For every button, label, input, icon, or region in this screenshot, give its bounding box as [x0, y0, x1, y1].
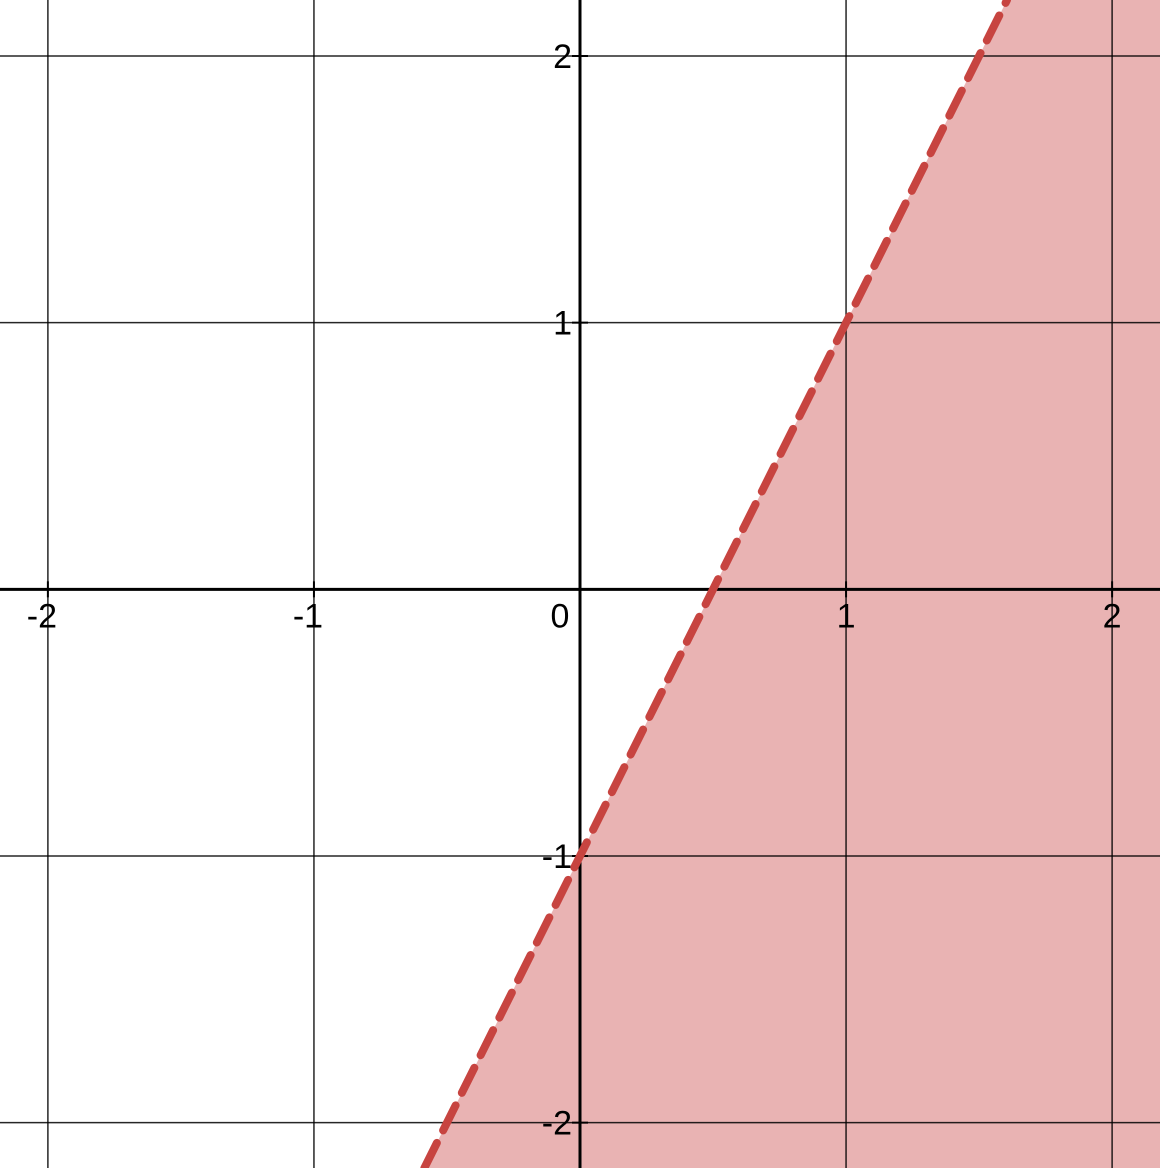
- y-tick-label: -2: [542, 1105, 572, 1143]
- y-tick-label: 1: [553, 305, 572, 343]
- origin-label: 0: [551, 597, 570, 635]
- x-tick-label: -1: [293, 597, 323, 635]
- boundary-line-dashed: [420, 0, 1012, 1168]
- y-tick-label: 2: [553, 38, 572, 76]
- x-tick-label: -2: [27, 597, 57, 635]
- y-tick-label: -1: [542, 838, 572, 876]
- x-tick-label: 1: [837, 597, 856, 635]
- x-tick-label: 2: [1103, 597, 1122, 635]
